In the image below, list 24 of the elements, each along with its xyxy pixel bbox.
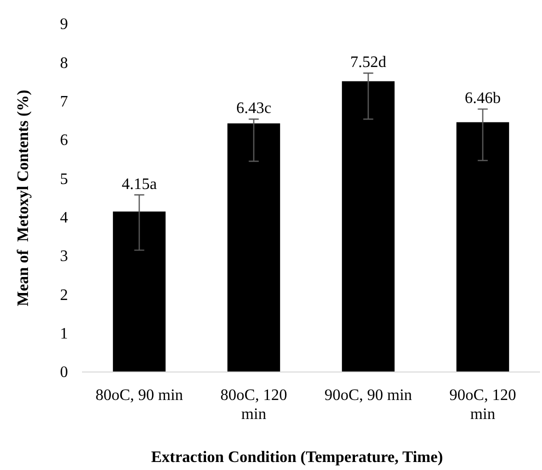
y-tick-label: 1 (60, 325, 68, 342)
y-tick-label: 0 (60, 364, 68, 382)
bar (456, 122, 510, 372)
data-label: 4.15a (122, 176, 157, 193)
data-label: 6.46b (464, 90, 501, 108)
y-tick-label: 7 (60, 93, 68, 110)
x-tick-label: 80oC, 90 min (95, 387, 184, 404)
y-tick-label: 8 (60, 54, 68, 72)
y-tick-label: 6 (60, 132, 68, 150)
x-axis-title: Extraction Condition (Temperature, Time) (151, 449, 443, 466)
x-tick-label: 90oC, 90 min (324, 387, 412, 404)
y-tick-label: 9 (60, 16, 68, 34)
bar (342, 81, 395, 372)
y-tick-label: 5 (60, 170, 68, 188)
bar (227, 123, 280, 372)
x-tick-label: 80oC, 120 min (220, 387, 288, 424)
bar (112, 212, 166, 372)
data-label: 6.43c (236, 100, 272, 118)
y-tick-label: 2 (60, 286, 68, 304)
y-tick-label: 4 (60, 209, 68, 226)
y-tick-label: 3 (60, 248, 68, 266)
x-tick-label: 90oC, 120 min (449, 387, 516, 424)
data-label: 7.52d (350, 54, 386, 72)
y-axis-title: Mean of Metoxyl Contents (%) (15, 90, 32, 306)
